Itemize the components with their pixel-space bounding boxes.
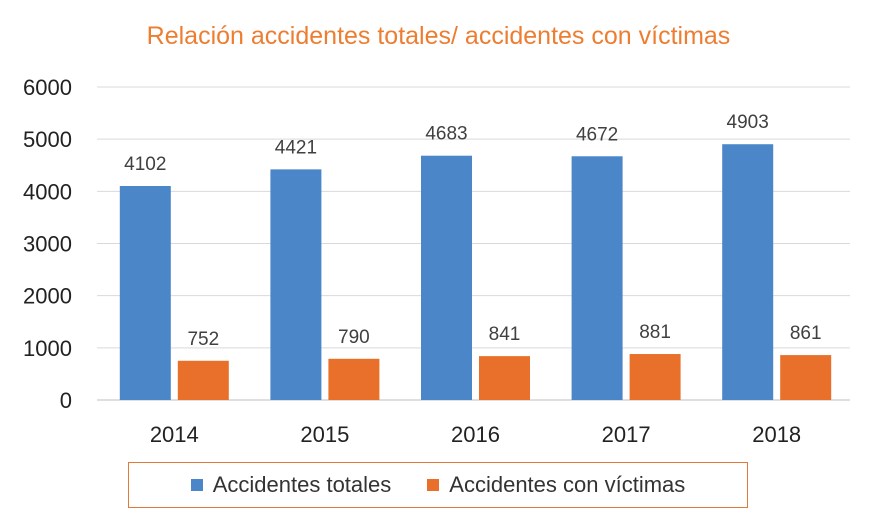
data-label: 4102 [124,154,166,175]
y-tick-label: 5000 [23,127,72,152]
x-tick-label: 2014 [150,422,199,447]
bar [722,144,774,400]
chart-legend: Accidentes totales Accidentes con víctim… [128,462,748,508]
data-label: 4672 [576,124,618,145]
bar [479,356,530,400]
y-tick-label: 1000 [23,336,72,361]
y-tick-label: 3000 [23,232,72,257]
legend-swatch-series-2 [427,479,440,491]
bar [421,155,472,400]
y-tick-label: 0 [60,388,72,413]
data-label: 752 [187,329,219,350]
y-tick-label: 6000 [23,75,72,100]
x-tick-label: 2016 [451,422,500,447]
bar [119,186,171,400]
x-tick-label: 2018 [752,422,801,447]
bar [629,354,681,400]
bar [571,156,623,400]
data-label: 790 [338,327,370,348]
x-tick-label: 2015 [300,422,349,447]
y-tick-label: 4000 [23,179,72,204]
legend-label-series-2: Accidentes con víctimas [449,472,686,497]
bar [177,360,229,400]
legend-label-series-1: Accidentes totales [212,472,392,497]
x-tick-label: 2017 [602,422,651,447]
data-label: 4421 [275,137,317,158]
data-label: 4683 [425,124,467,145]
y-tick-label: 2000 [23,284,72,309]
legend-item-series-1: Accidentes totales [190,472,392,498]
data-label: 841 [489,324,521,345]
data-label: 861 [790,323,822,344]
data-label: 881 [639,322,671,343]
bar [328,358,380,400]
data-label: 4903 [727,112,769,133]
chart-title: Relación accidentes totales/ accidentes … [146,22,731,50]
legend-item-series-2: Accidentes con víctimas [427,472,685,498]
bar [780,355,832,400]
bar [270,169,322,400]
legend-swatch-series-1 [190,479,203,491]
